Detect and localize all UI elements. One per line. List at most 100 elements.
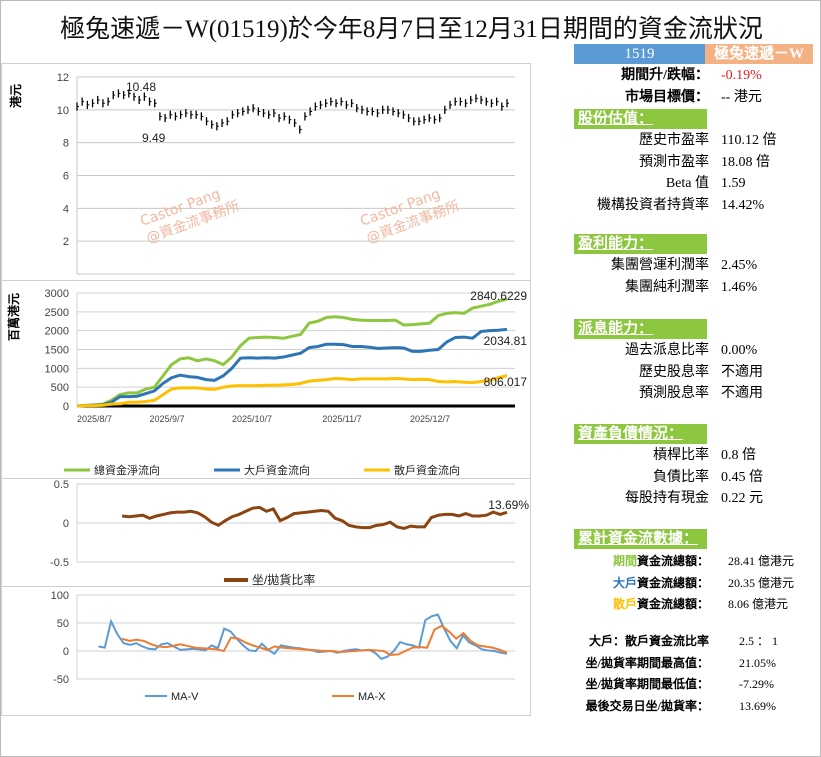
ma-chart: 100 50 0 -50 MA-V MA-X <box>1 586 531 716</box>
y-tick-label: 10 <box>57 105 69 117</box>
flow-label-text: 資金流總額： <box>636 597 709 611</box>
y-tick-label: 100 <box>51 590 69 602</box>
info-label: 過去派息比率 <box>625 343 709 358</box>
y-tick-label: 0.5 <box>54 479 69 491</box>
legend-label: 散戶資金流向 <box>394 463 460 477</box>
info-row: 預測股息率 不適用 <box>561 384 820 404</box>
info-value: 1.46% <box>721 279 758 295</box>
info-label: 期間升/跌幅： <box>621 68 709 83</box>
y-tick-label: 2500 <box>45 307 69 319</box>
info-value: -- 港元 <box>721 90 762 105</box>
ratio-chart-svg: 0.5 0 -0.5 13.69% 坐/拋貨比率 <box>50 479 529 587</box>
y-tick-label: -0.5 <box>50 557 69 569</box>
report-title: 極兔速遞－W(01519)於今年8月7日至12月31日期間的資金流狀況 <box>60 16 763 43</box>
info-value: 0.22 元 <box>721 491 763 506</box>
series-line-0 <box>76 297 508 408</box>
section-profit-title: 盈利能力： <box>574 234 707 254</box>
flow-label: 散戶資金流總額： <box>613 594 709 614</box>
info-value: -0.19% <box>721 68 762 83</box>
flow-value: 20.35 億港元 <box>728 575 795 590</box>
y-axis-label: 港元 <box>8 84 23 108</box>
ma-line-0 <box>98 613 508 660</box>
y-tick-label: 500 <box>51 382 69 394</box>
series-line-2 <box>76 374 508 408</box>
flow-row: 大戶資金流總額： 20.35 億港元 <box>561 573 820 593</box>
info-row: 歷史股息率 不適用 <box>561 363 820 383</box>
legend-label: 總資金淨流向 <box>94 463 160 477</box>
info-label: 集團營運利潤率 <box>611 258 709 273</box>
y-tick-label: 0 <box>63 518 69 530</box>
info-value: 不適用 <box>721 386 763 401</box>
info-row: 每股持有現金 0.22 元 <box>561 489 820 509</box>
info-row: 歷史市盈率 110.12 倍 <box>561 131 820 151</box>
flow-label: 大戶資金流總額： <box>613 573 709 593</box>
info-row: 市場目標價： -- 港元 <box>561 88 820 108</box>
section-dividend-title: 派息能力： <box>574 319 707 339</box>
y-tick-label: 12 <box>57 72 69 84</box>
flow-label: 期間資金流總額： <box>613 551 709 571</box>
info-label: 每股持有現金 <box>625 491 709 506</box>
flow-value: 28.41 億港元 <box>728 554 795 568</box>
flow-row: 散戶資金流總額： 8.06 億港元 <box>561 594 820 614</box>
series-line-1 <box>76 327 508 408</box>
high-price-label: 10.48 <box>126 80 156 94</box>
y-tick-label: 3000 <box>45 288 69 300</box>
info-value: 18.08 倍 <box>721 154 770 170</box>
y-tick-label: 2000 <box>45 326 69 338</box>
info-row: 負債比率 0.45 倍 <box>561 468 820 488</box>
y-tick-label: 50 <box>57 618 69 630</box>
info-row: 集團營運利潤率 2.45% <box>561 256 820 276</box>
ma-line-1 <box>121 624 508 656</box>
low-price-label: 9.49 <box>142 131 166 145</box>
x-tick-label: 2025/9/7 <box>149 414 184 424</box>
ratio-line <box>121 505 508 531</box>
stock-name: 極兔速遞－W <box>705 44 813 64</box>
stat-label: 大戶：散戶資金流比率 <box>588 634 709 648</box>
stat-value: 13.69% <box>739 698 776 713</box>
section-balance-title: 資產負債情況： <box>574 424 707 444</box>
info-value: 不適用 <box>721 364 763 380</box>
legend-label: 坐/拋貨比率 <box>252 572 315 587</box>
info-label: 槓桿比率 <box>653 448 709 463</box>
x-tick-label: 2025/8/7 <box>77 414 112 424</box>
flow-row: 期間資金流總額： 28.41 億港元 <box>561 551 820 571</box>
info-value: 1.59 <box>721 176 746 191</box>
legend-label: MA-X <box>358 691 386 703</box>
end-value-label: 13.69% <box>488 498 529 512</box>
info-row: 期間升/跌幅： -0.19% <box>561 66 820 86</box>
flow-value: 8.06 億港元 <box>728 597 789 611</box>
ratio-chart: 0.5 0 -0.5 13.69% 坐/拋貨比率 <box>1 478 531 587</box>
flow-label-text: 資金流總額： <box>636 554 709 568</box>
info-row: Beta 值 1.59 <box>561 174 820 194</box>
y-tick-label: -50 <box>53 674 69 686</box>
stat-label: 最後交易日坐/拋貨率： <box>585 698 709 713</box>
stat-label: 坐/拋貨率期間最低值： <box>585 677 709 691</box>
info-label: 機構投資者持貨率 <box>597 197 709 213</box>
legend-label: 大戶資金流向 <box>244 463 310 477</box>
info-value: 110.12 倍 <box>721 133 777 148</box>
info-row: 預測市盈率 18.08 倍 <box>561 153 820 173</box>
flow-label-text: 資金流總額： <box>636 575 709 590</box>
ma-chart-svg: 100 50 0 -50 MA-V MA-X <box>51 590 515 703</box>
flow-prefix: 大戶 <box>612 575 637 590</box>
y-tick-label: 1000 <box>45 363 69 375</box>
info-label: 市場目標價： <box>625 90 709 105</box>
info-row: 槓桿比率 0.8 倍 <box>561 446 820 466</box>
info-label: 預測市盈率 <box>639 154 709 170</box>
y-tick-label: 0 <box>63 646 69 658</box>
stat-label: 坐/拋貨率期間最高值： <box>585 655 709 670</box>
end-value-label: 806.017 <box>484 375 528 389</box>
x-tick-label: 2025/12/7 <box>410 414 450 424</box>
stat-row: 坐/拋貨率期間最低值： -7.29% <box>561 674 820 694</box>
end-value-label: 2034.81 <box>484 334 528 348</box>
stat-row: 坐/拋貨率期間最高值： 21.05% <box>561 653 820 673</box>
stat-value: 21.05% <box>739 655 776 670</box>
info-row: 過去派息比率 0.00% <box>561 341 820 361</box>
info-label: 負債比率 <box>653 469 709 485</box>
legend-label: MA-V <box>171 691 199 703</box>
y-tick-label: 1500 <box>45 345 69 357</box>
y-tick-label: 6 <box>63 171 69 183</box>
y-axis-label: 百萬港元 <box>6 293 21 341</box>
info-label: 預測股息率 <box>639 386 709 401</box>
section-valuation-title: 股份估值： <box>574 109 707 129</box>
